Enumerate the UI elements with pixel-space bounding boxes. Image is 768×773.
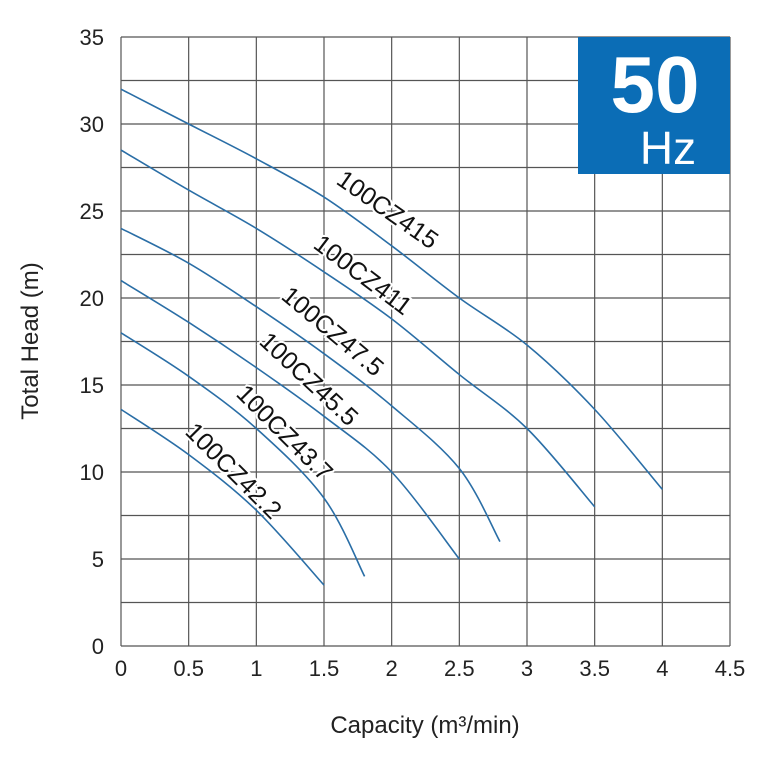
- y-axis-label: Total Head (m): [17, 262, 44, 419]
- curve-label: 100CZ415: [332, 165, 444, 255]
- y-tick-label: 35: [80, 25, 104, 50]
- y-tick-label: 5: [92, 547, 104, 572]
- x-tick-label: 0: [115, 656, 127, 681]
- x-tick-label: 2.5: [444, 656, 475, 681]
- curve-100CZ47.5: [120, 227, 501, 542]
- badge-hz: Hz: [640, 122, 696, 174]
- tick-labels: 0 0.5 1 1.5 2 2.5 3 3.5 4 4.5 0 5 10 15 20 25 30 35: [80, 25, 746, 681]
- badge-background: [578, 37, 730, 174]
- curve-100CZ411: [120, 149, 596, 508]
- x-tick-label: 3.5: [579, 656, 610, 681]
- x-tick-label: 4.5: [715, 656, 746, 681]
- x-tick-label: 0.5: [173, 656, 204, 681]
- badge-50: 50: [611, 40, 700, 129]
- y-tick-label: 30: [80, 112, 104, 137]
- x-axis-label: Capacity (m³/min): [330, 712, 519, 739]
- frequency-badge: 50 Hz: [578, 37, 730, 174]
- x-tick-label: 2: [386, 656, 398, 681]
- y-tick-label: 10: [80, 460, 104, 485]
- y-tick-label: 15: [80, 373, 104, 398]
- x-tick-label: 1: [250, 656, 262, 681]
- curve-100CZ43.7: [120, 332, 366, 577]
- curve-100CZ415: [120, 88, 663, 490]
- y-tick-label: 0: [92, 634, 104, 659]
- curve-100CZ42.2: [120, 408, 325, 586]
- y-tick-label: 20: [80, 286, 104, 311]
- x-tick-label: 4: [656, 656, 668, 681]
- x-tick-label: 3: [521, 656, 533, 681]
- curve-100CZ45.5: [120, 279, 460, 560]
- x-tick-label: 1.5: [309, 656, 340, 681]
- y-tick-label: 25: [80, 199, 104, 224]
- curves: [120, 88, 663, 586]
